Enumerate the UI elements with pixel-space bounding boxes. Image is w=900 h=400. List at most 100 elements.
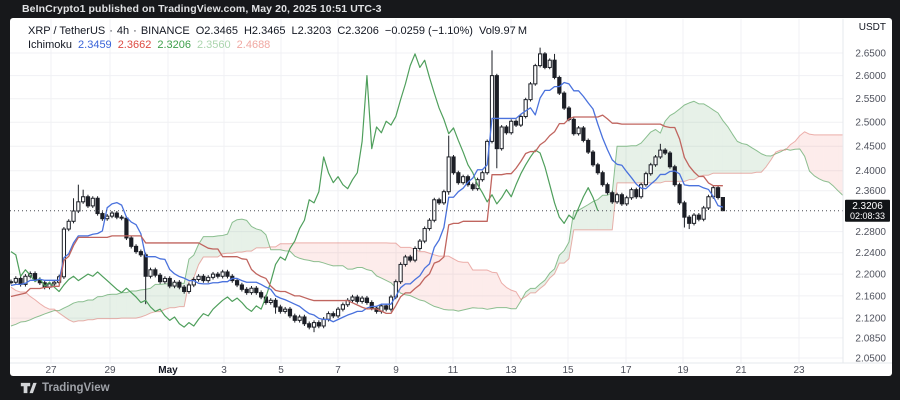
kumo-cloud-segment xyxy=(443,256,449,311)
bearish-candle xyxy=(32,273,38,281)
open-value: O2.3465 xyxy=(195,25,238,37)
bullish-candle xyxy=(643,173,649,186)
kumo-cloud-segment xyxy=(275,243,281,250)
bearish-candle xyxy=(677,184,682,204)
symbol-legend-row[interactable]: XRP / TetherUS · 4h · BINANCE O2.3465 H2.3465 L… xyxy=(28,24,533,38)
time-axis-label[interactable]: 21 xyxy=(735,365,747,376)
time-axis-label[interactable]: 7 xyxy=(335,365,341,376)
kumo-cloud-segment xyxy=(530,288,536,293)
bullish-candle xyxy=(653,156,658,166)
tenkan-conversion-line xyxy=(10,81,724,323)
kumo-cloud-segment xyxy=(68,303,74,323)
bullish-candle xyxy=(427,219,432,230)
kumo-cloud-segment xyxy=(660,121,666,183)
price-axis-label[interactable]: 2.2000 xyxy=(855,270,886,281)
bullish-candle xyxy=(66,220,71,230)
bullish-candle xyxy=(326,313,331,320)
bearish-candle xyxy=(10,281,14,284)
kumo-cloud-segment xyxy=(516,291,521,309)
price-axis-label[interactable]: 2.0850 xyxy=(855,333,886,344)
bearish-candle xyxy=(369,302,374,309)
kumo-cloud-segment xyxy=(439,256,444,310)
kumo-cloud-segment xyxy=(188,255,194,282)
bullish-candle xyxy=(485,140,490,174)
time-axis-label[interactable]: 13 xyxy=(505,365,517,376)
time-axis-label[interactable]: 15 xyxy=(562,365,574,376)
kumo-cloud-segment xyxy=(535,283,541,293)
bearish-candle xyxy=(610,192,615,203)
price-axis-label[interactable]: 2.1600 xyxy=(855,291,886,302)
kumo-cloud-segment xyxy=(453,258,459,312)
chart-canvas[interactable]: 2.320602:08:33USDT2.65002.60002.55002.50… xyxy=(10,18,892,376)
time-axis-label[interactable]: 29 xyxy=(104,365,116,376)
footer-bar: TradingView xyxy=(0,376,900,400)
bullish-candle xyxy=(52,281,57,285)
time-axis-label[interactable]: May xyxy=(158,365,178,376)
ichimoku-legend-row[interactable]: Ichimoku 2.3459 2.3662 2.3206 2.3560 2.4688 xyxy=(28,38,533,52)
bullish-candle xyxy=(220,271,225,277)
bearish-candle xyxy=(364,297,370,304)
time-axis-label[interactable]: 17 xyxy=(620,365,632,376)
bearish-candle xyxy=(672,166,677,186)
bullish-candle xyxy=(148,269,153,277)
kumo-cloud-segment xyxy=(828,134,834,187)
ichimoku-lagging-value: 2.3206 xyxy=(157,39,191,51)
kumo-cloud-segment xyxy=(333,242,339,266)
bearish-candle xyxy=(470,184,475,190)
bearish-candle xyxy=(316,322,321,327)
kumo-cloud-segment xyxy=(650,129,656,183)
bearish-candle xyxy=(133,245,139,253)
attribution-bar: BeInCrypto1 published on TradingView.com… xyxy=(0,0,900,18)
bullish-candle xyxy=(528,83,533,101)
kumo-cloud-segment xyxy=(347,242,353,270)
grid-layer xyxy=(10,19,843,363)
bullish-candle xyxy=(499,126,504,150)
time-axis-label[interactable]: 19 xyxy=(677,365,689,376)
kumo-cloud-segment xyxy=(790,141,796,151)
price-axis-label[interactable]: 2.5000 xyxy=(855,118,886,129)
bullish-candle xyxy=(206,276,211,282)
symbol-name: XRP / TetherUS xyxy=(28,25,106,37)
price-axis-label[interactable]: 2.6500 xyxy=(855,49,886,60)
legend-separator: · xyxy=(133,25,137,37)
bearish-candle xyxy=(504,126,509,134)
bullish-candle xyxy=(639,184,644,198)
bullish-candle xyxy=(614,194,620,203)
time-axis-label[interactable]: 9 xyxy=(393,365,399,376)
chart-legend[interactable]: XRP / TetherUS · 4h · BINANCE O2.3465 H2.3465 L… xyxy=(28,24,533,52)
kumo-cloud-segment xyxy=(256,228,262,248)
kumo-cloud-segment xyxy=(487,270,492,310)
price-axis-label[interactable]: 2.4000 xyxy=(855,166,886,177)
bearish-candle xyxy=(663,149,668,154)
time-axis-label[interactable]: 11 xyxy=(448,365,459,376)
kumo-cloud-segment xyxy=(136,289,141,319)
ichimoku-leading-b-value: 2.4688 xyxy=(236,39,271,51)
price-axis-label[interactable]: 2.0500 xyxy=(855,354,886,365)
kumo-cloud-segment xyxy=(506,287,512,309)
bearish-candle xyxy=(634,189,639,198)
price-axis-label[interactable]: 2.4500 xyxy=(855,142,886,153)
price-axis-label[interactable]: 2.1200 xyxy=(855,314,886,325)
axes-layer[interactable]: USDT 2.6500 2.6000 2.5500 2.5000 2.4500 2.4000… xyxy=(10,19,892,376)
price-axis-label[interactable]: 2.3600 xyxy=(855,186,886,197)
time-axis-label[interactable]: 23 xyxy=(793,365,805,376)
price-axis-label[interactable]: 2.5500 xyxy=(855,94,886,105)
kumo-cloud-segment xyxy=(583,204,589,230)
bullish-candle xyxy=(81,196,86,203)
kumo-cloud-segment xyxy=(684,102,690,182)
time-axis-label[interactable]: 3 xyxy=(221,365,227,376)
kumo-cloud-segment xyxy=(732,134,738,174)
bearish-candle xyxy=(331,313,336,317)
kumo-cloud-segment xyxy=(525,288,531,297)
bullish-candle xyxy=(61,228,67,278)
price-axis-label[interactable]: 2.6000 xyxy=(855,71,886,82)
price-axis-label[interactable]: 2.2400 xyxy=(855,248,886,259)
time-axis-label[interactable]: 5 xyxy=(278,365,284,376)
time-axis-label[interactable]: 27 xyxy=(45,365,57,376)
bearish-candle xyxy=(302,316,307,325)
change-value: −0.0259 (−1.10%) xyxy=(384,25,473,37)
kumo-cloud-segment xyxy=(390,243,396,288)
attribution-text: BeInCrypto1 published on TradingView.com… xyxy=(22,3,382,15)
price-axis-label[interactable]: 2.2800 xyxy=(855,227,886,238)
